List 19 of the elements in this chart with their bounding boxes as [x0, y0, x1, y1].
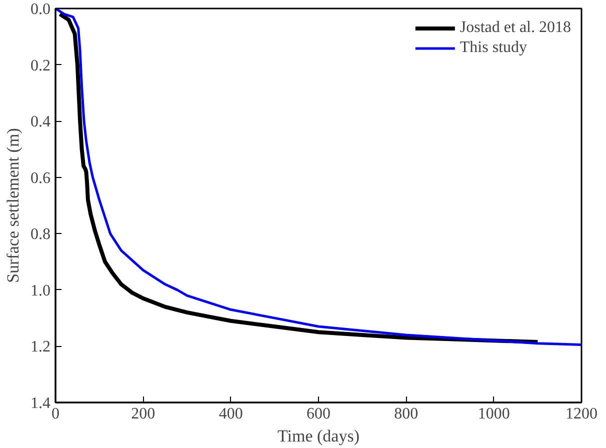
x-tick-label: 800 — [394, 406, 418, 422]
y-tick-label: 0.2 — [30, 57, 50, 74]
x-tick-label: 0 — [52, 406, 60, 422]
y-tick-label: 1.0 — [30, 282, 50, 300]
y-tick-label: 0.8 — [30, 226, 50, 244]
legend-label: Jostad et al. 2018 — [460, 19, 571, 37]
y-tick-label: 1.4 — [30, 395, 50, 412]
y-tick-label: 0.6 — [30, 170, 50, 187]
x-tick-label: 1200 — [566, 406, 598, 422]
x-axis-title: Time (days) — [277, 426, 360, 446]
x-tick-label: 1000 — [478, 406, 510, 422]
y-tick-label: 0.0 — [30, 1, 50, 18]
x-tick-label: 600 — [306, 406, 330, 422]
y-tick-label: 0.4 — [30, 114, 50, 131]
y-axis-title: Surface settlement (m) — [4, 128, 22, 283]
x-tick-label: 200 — [131, 406, 156, 422]
legend-label: This study — [460, 39, 528, 57]
y-tick-label: 1.2 — [30, 338, 50, 356]
x-tick-label: 400 — [218, 406, 243, 422]
